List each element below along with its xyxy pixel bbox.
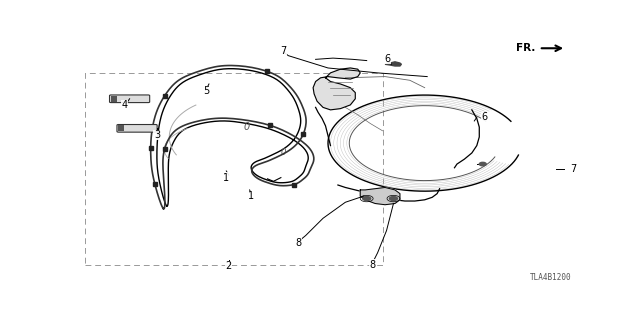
Text: 0: 0 (243, 122, 250, 132)
Text: 5: 5 (204, 86, 210, 96)
FancyBboxPatch shape (117, 124, 157, 132)
Text: 7: 7 (280, 46, 287, 56)
Text: 1: 1 (248, 191, 254, 201)
Text: 2: 2 (226, 261, 232, 271)
Text: 1: 1 (223, 172, 229, 183)
Circle shape (363, 196, 371, 201)
Bar (118, 125, 124, 132)
Text: 8: 8 (295, 238, 301, 248)
Text: 0: 0 (281, 148, 286, 157)
Text: 3: 3 (154, 130, 160, 140)
Polygon shape (360, 188, 400, 205)
Polygon shape (313, 68, 360, 110)
Circle shape (479, 162, 486, 166)
Polygon shape (385, 62, 401, 66)
Bar (85, 73, 383, 265)
Text: 8: 8 (369, 260, 376, 269)
Text: 4: 4 (122, 100, 128, 110)
Circle shape (390, 196, 397, 201)
Text: 6: 6 (385, 54, 390, 64)
Text: TLA4B1200: TLA4B1200 (529, 273, 571, 282)
Text: 6: 6 (481, 112, 487, 122)
Text: 7: 7 (570, 164, 576, 174)
Text: FR.: FR. (516, 43, 535, 53)
FancyBboxPatch shape (109, 95, 150, 103)
Bar (111, 96, 116, 102)
